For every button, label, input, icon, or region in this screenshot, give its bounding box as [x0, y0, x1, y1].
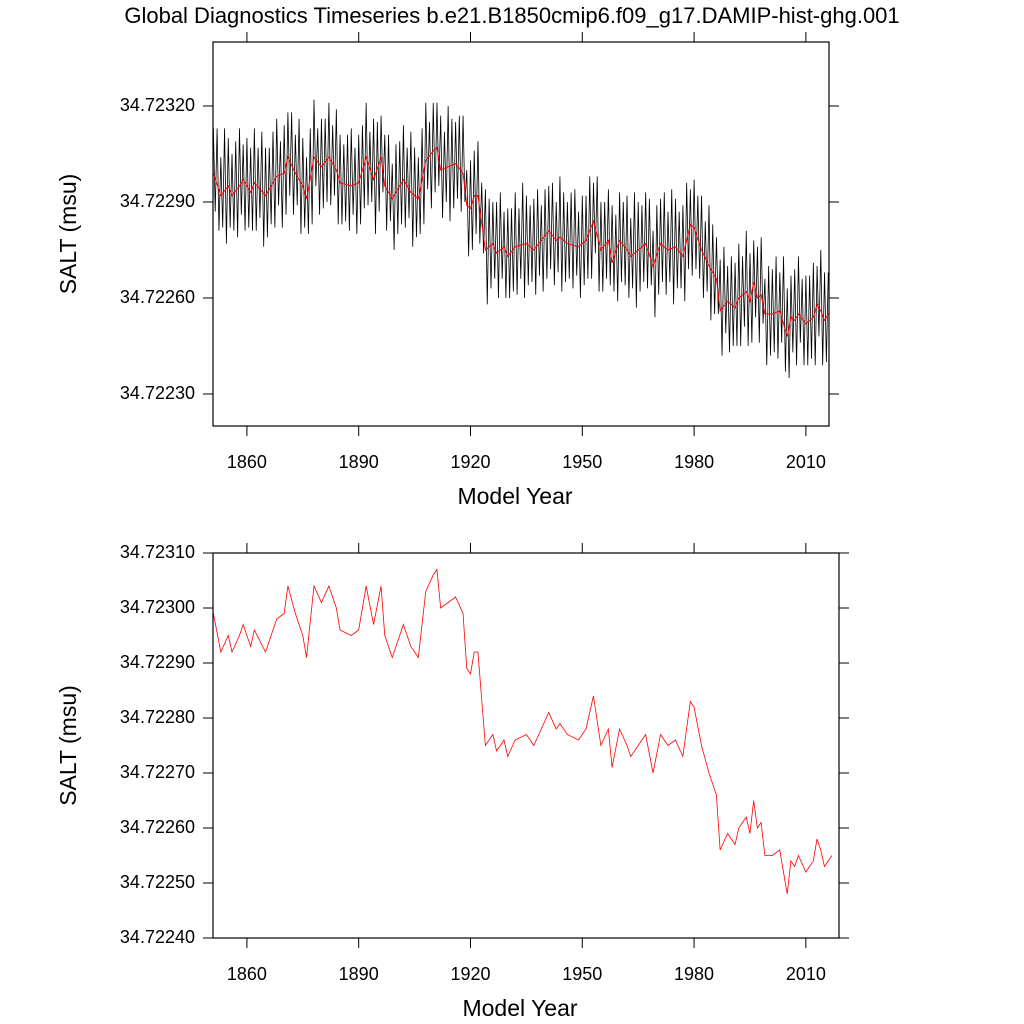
y-tick-label: 34.72280	[120, 707, 195, 727]
y-tick-label: 34.72290	[120, 652, 195, 672]
x-tick-label: 1980	[674, 452, 714, 472]
chart-title: Global Diagnostics Timeseries b.e21.B185…	[124, 3, 899, 28]
series-line	[213, 568, 833, 895]
y-axis-label: SALT (msu)	[55, 685, 81, 806]
y-tick-label: 34.72320	[120, 95, 195, 115]
x-tick-label: 1860	[227, 964, 267, 984]
y-tick-label: 34.72260	[120, 817, 195, 837]
y-tick-label: 34.72230	[120, 383, 195, 403]
y-tick-label: 34.72300	[120, 597, 195, 617]
x-axis-label: Model Year	[457, 483, 572, 509]
x-axis-label: Model Year	[462, 995, 577, 1021]
y-axis-label: SALT (msu)	[55, 174, 81, 295]
plot-frame	[212, 552, 840, 939]
series-line	[213, 99, 829, 379]
y-tick-label: 34.72250	[120, 872, 195, 892]
x-tick-label: 1980	[674, 964, 714, 984]
x-tick-label: 1950	[562, 452, 602, 472]
y-tick-label: 34.72270	[120, 762, 195, 782]
x-tick-label: 2010	[786, 964, 826, 984]
x-tick-label: 2010	[786, 452, 826, 472]
x-tick-label: 1890	[339, 452, 379, 472]
y-tick-label: 34.72240	[120, 927, 195, 947]
plot-frame	[212, 41, 830, 427]
y-tick-label: 34.72260	[120, 287, 195, 307]
x-tick-label: 1920	[450, 964, 490, 984]
series-line	[213, 146, 829, 337]
x-tick-label: 1890	[339, 964, 379, 984]
x-tick-label: 1860	[227, 452, 267, 472]
x-tick-label: 1950	[562, 964, 602, 984]
y-tick-label: 34.72290	[120, 191, 195, 211]
x-tick-label: 1920	[450, 452, 490, 472]
y-tick-label: 34.72310	[120, 542, 195, 562]
